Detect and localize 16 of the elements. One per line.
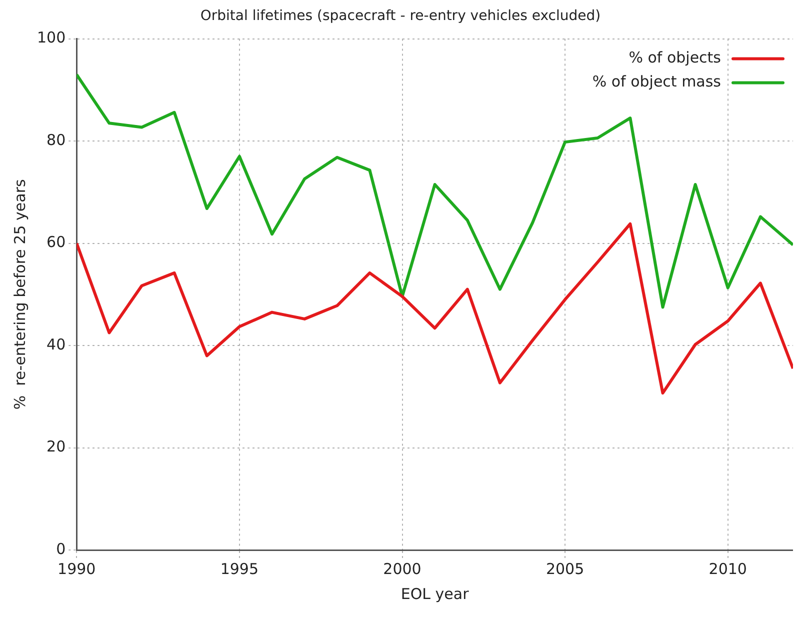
legend-label: % of object mass: [592, 72, 722, 91]
y-tick-label: 100: [36, 28, 66, 47]
y-tick-label: 0: [56, 540, 66, 558]
y-tick-label: 40: [46, 335, 66, 354]
x-tick-label: 2000: [383, 560, 422, 578]
y-tick-label: 80: [46, 130, 66, 149]
y-tick-label: 60: [46, 233, 66, 252]
x-axis-title: EOL year: [400, 584, 470, 603]
x-tick-label: 2010: [708, 560, 747, 578]
x-tick-label: 1990: [58, 560, 96, 578]
y-tick-label: 20: [46, 438, 66, 456]
chart-title: Orbital lifetimes (spacecraft - re-entry vehicles excluded): [200, 8, 601, 24]
legend-label: % of objects: [628, 48, 722, 67]
y-axis-title: % re-entering before 25 years: [10, 179, 29, 410]
x-tick-label: 2005: [546, 560, 584, 578]
x-tick-label: 1995: [220, 560, 259, 578]
